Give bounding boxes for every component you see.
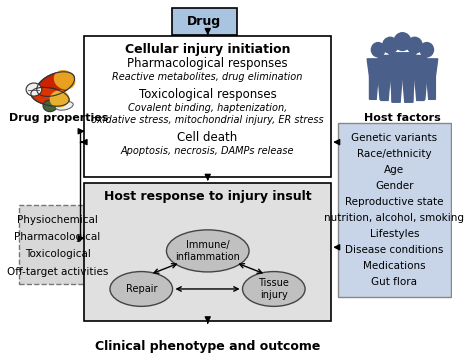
Text: Gut flora: Gut flora (372, 277, 418, 286)
Text: Pharmacological: Pharmacological (15, 232, 101, 242)
Polygon shape (415, 75, 424, 100)
Polygon shape (405, 75, 415, 100)
Text: nutrition, alcohol, smoking: nutrition, alcohol, smoking (324, 213, 465, 223)
Polygon shape (370, 76, 378, 99)
Text: oxidative stress, mitochondrial injury, ER stress: oxidative stress, mitochondrial injury, … (91, 115, 324, 125)
Text: Cellular injury initiation: Cellular injury initiation (125, 43, 290, 56)
FancyBboxPatch shape (84, 36, 331, 177)
FancyBboxPatch shape (84, 183, 331, 321)
Text: Covalent binding, haptenization,: Covalent binding, haptenization, (128, 103, 287, 113)
Text: Toxicological responses: Toxicological responses (139, 88, 276, 101)
Text: Toxicological: Toxicological (25, 249, 91, 260)
Text: Age: Age (384, 165, 404, 175)
Polygon shape (418, 76, 427, 99)
FancyBboxPatch shape (18, 205, 97, 284)
Ellipse shape (50, 90, 69, 108)
Polygon shape (390, 75, 400, 100)
Text: Gender: Gender (375, 181, 414, 191)
Text: Race/ethnicity: Race/ethnicity (357, 149, 432, 159)
Polygon shape (402, 55, 427, 75)
Text: Lifestyles: Lifestyles (370, 229, 419, 239)
Ellipse shape (406, 37, 423, 54)
Text: Drug properties: Drug properties (9, 113, 109, 123)
Text: Pharmacological responses: Pharmacological responses (127, 57, 288, 70)
FancyBboxPatch shape (338, 123, 451, 297)
Polygon shape (378, 76, 387, 99)
Ellipse shape (243, 272, 305, 306)
Text: Immune/
inflammation: Immune/ inflammation (175, 240, 240, 262)
Ellipse shape (54, 70, 75, 90)
Text: Apoptosis, necrosis, DAMPs release: Apoptosis, necrosis, DAMPs release (121, 146, 294, 156)
Ellipse shape (31, 87, 69, 106)
Ellipse shape (37, 72, 74, 96)
Ellipse shape (26, 83, 42, 96)
Ellipse shape (110, 272, 173, 306)
Ellipse shape (419, 42, 434, 58)
Text: Host response to injury insult: Host response to injury insult (104, 190, 311, 203)
Text: Cell death: Cell death (177, 131, 237, 144)
Ellipse shape (43, 100, 57, 112)
Text: Medications: Medications (363, 261, 426, 271)
Polygon shape (389, 53, 416, 74)
Ellipse shape (371, 42, 385, 58)
Ellipse shape (166, 230, 249, 272)
Text: Physiochemical: Physiochemical (17, 215, 98, 225)
Text: Tissue
injury: Tissue injury (258, 278, 289, 300)
Polygon shape (416, 59, 438, 76)
Text: Disease conditions: Disease conditions (345, 245, 444, 255)
Polygon shape (392, 74, 402, 102)
Text: Reproductive state: Reproductive state (345, 197, 444, 207)
Text: Repair: Repair (126, 284, 157, 294)
Ellipse shape (393, 32, 411, 51)
Text: Clinical phenotype and outcome: Clinical phenotype and outcome (95, 340, 320, 353)
Text: Off-target activities: Off-target activities (7, 267, 108, 277)
FancyBboxPatch shape (172, 8, 237, 35)
Text: Host factors: Host factors (364, 113, 441, 123)
Ellipse shape (55, 102, 73, 110)
Text: Genetic variants: Genetic variants (351, 133, 438, 143)
Polygon shape (378, 55, 402, 75)
Polygon shape (381, 75, 390, 100)
Polygon shape (402, 74, 413, 102)
Polygon shape (367, 59, 389, 76)
Text: Reactive metabolites, drug elimination: Reactive metabolites, drug elimination (112, 72, 303, 82)
Ellipse shape (382, 37, 399, 54)
Polygon shape (427, 76, 436, 99)
Text: Drug: Drug (187, 15, 221, 28)
